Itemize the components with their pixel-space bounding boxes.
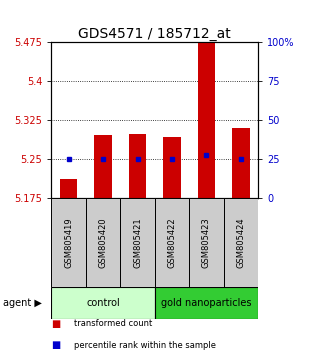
Text: ■: ■ — [51, 319, 61, 329]
Bar — [120, 198, 155, 287]
Text: transformed count: transformed count — [74, 319, 153, 329]
Text: GSM805424: GSM805424 — [236, 217, 246, 268]
Bar — [86, 198, 120, 287]
Bar — [129, 135, 146, 198]
Bar — [189, 198, 224, 287]
Text: GSM805420: GSM805420 — [99, 217, 108, 268]
Text: GSM805422: GSM805422 — [167, 217, 176, 268]
Text: GSM805421: GSM805421 — [133, 217, 142, 268]
Bar — [232, 128, 250, 198]
Text: gold nanoparticles: gold nanoparticles — [161, 298, 252, 308]
Title: GDS4571 / 185712_at: GDS4571 / 185712_at — [78, 28, 231, 41]
Bar — [60, 178, 77, 198]
Bar — [51, 287, 155, 319]
Bar — [155, 198, 189, 287]
Bar — [224, 198, 258, 287]
Text: agent ▶: agent ▶ — [3, 298, 42, 308]
Bar — [164, 137, 181, 198]
Text: GSM805419: GSM805419 — [64, 217, 73, 268]
Bar — [198, 42, 215, 198]
Text: control: control — [86, 298, 120, 308]
Bar — [94, 136, 112, 198]
Text: percentile rank within the sample: percentile rank within the sample — [74, 341, 216, 350]
Bar — [51, 198, 86, 287]
Text: ■: ■ — [51, 340, 61, 350]
Bar — [155, 287, 258, 319]
Text: GSM805423: GSM805423 — [202, 217, 211, 268]
